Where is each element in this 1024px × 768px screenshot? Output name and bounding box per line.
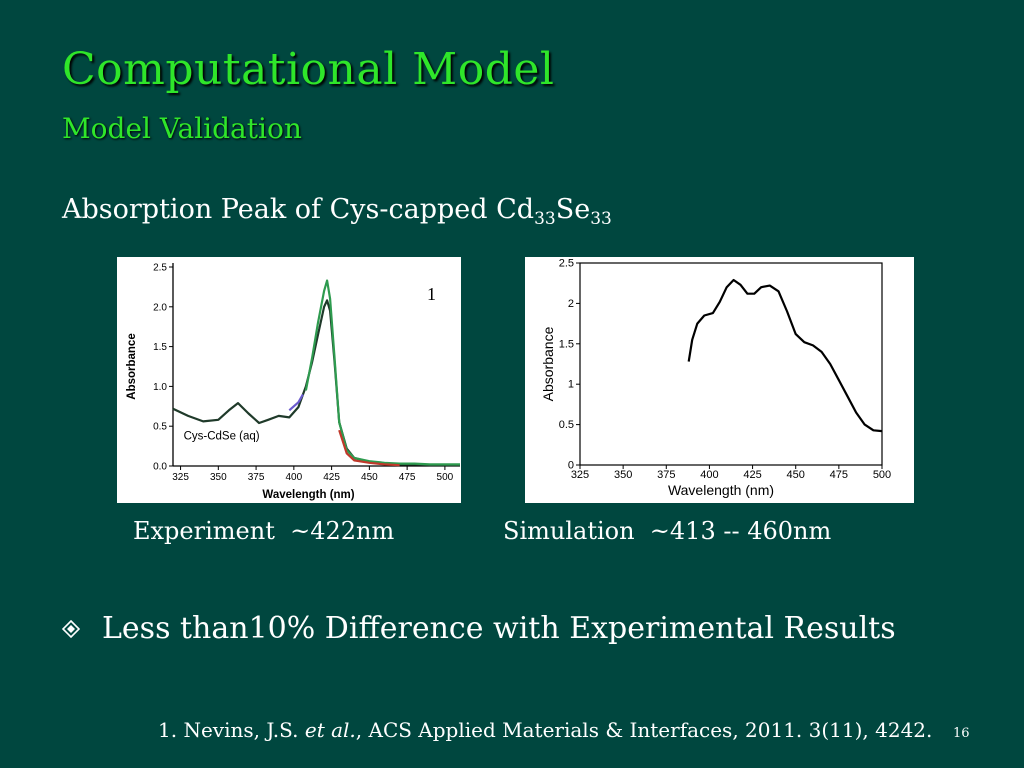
- section-heading: Absorption Peak of Cys-capped Cd33Se33: [62, 194, 612, 229]
- x-tick-label: 375: [657, 469, 675, 481]
- y-tick-label: 1.5: [153, 342, 167, 353]
- x-tick-label: 450: [787, 469, 805, 481]
- reference-text-2: , ACS Applied Materials & Interfaces, 20…: [355, 718, 933, 742]
- x-tick-label: 500: [437, 472, 454, 483]
- simulation-chart-svg: 325 350 375 400 425 450 475 500 0 0.5 1 1.5 2 2.5 Wave…: [540, 258, 891, 499]
- x-tick-label: 500: [873, 469, 891, 481]
- series-line-2: [338, 429, 400, 467]
- experiment-chart: 325 350 375 400 425 450 475 500 0.0 0.5 1.0 1.5 2.0 2…: [117, 257, 461, 503]
- x-tick-label: 375: [248, 472, 265, 483]
- y-axis-label: Absorbance: [540, 326, 556, 401]
- reference-citation: 1. Nevins, J.S. et al., ACS Applied Mate…: [158, 718, 932, 742]
- y-tick-label: 1: [568, 379, 574, 391]
- series-line-3: [288, 393, 304, 412]
- y-axis-label: Absorbance: [126, 333, 138, 399]
- x-tick-label: 350: [614, 469, 632, 481]
- slide-title: Computational Model: [62, 44, 555, 95]
- simulation-caption: Simulation ~413 -- 460nm: [503, 517, 832, 545]
- x-tick-label: 475: [399, 472, 416, 483]
- experiment-caption: Experiment ~422nm: [133, 517, 395, 545]
- heading-subscript-se: 33: [590, 209, 612, 229]
- y-tick-label: 0: [568, 460, 574, 472]
- reference-italic: et al.: [304, 718, 356, 742]
- plot-frame: [579, 262, 883, 466]
- series-line-0: [687, 278, 883, 433]
- x-tick-label: 325: [172, 472, 189, 483]
- x-tick-label: 350: [210, 472, 227, 483]
- x-tick-label: 425: [323, 472, 340, 483]
- heading-text: Absorption Peak of Cys-capped Cd: [62, 194, 535, 225]
- reference-text-1: 1. Nevins, J.S.: [158, 718, 305, 742]
- y-tick-label: 2.0: [153, 302, 167, 313]
- y-tick-label: 1.5: [559, 338, 574, 350]
- x-tick-label: 400: [700, 469, 718, 481]
- x-tick-label: 475: [830, 469, 848, 481]
- slide-subtitle: Model Validation: [62, 112, 302, 145]
- y-tick-label: 0.0: [153, 462, 167, 473]
- chart-corner-label: 1: [427, 284, 436, 304]
- y-tick-label: 1.0: [153, 382, 167, 393]
- x-tick-label: 325: [571, 469, 589, 481]
- bullet-text: Less than10% Difference with Experimenta…: [102, 611, 896, 646]
- y-tick-label: 0.5: [559, 419, 574, 431]
- x-tick-label: 425: [743, 469, 761, 481]
- diamond-bullet-icon: [62, 619, 80, 638]
- x-tick-label: 450: [361, 472, 378, 483]
- experiment-chart-svg: 325 350 375 400 425 450 475 500 0.0 0.5 1.0 1.5 2.0 2…: [126, 263, 460, 501]
- heading-text-se: Se: [555, 194, 591, 225]
- chart-annotation: Cys-CdSe (aq): [184, 431, 260, 443]
- y-tick-label: 0.5: [153, 422, 167, 433]
- bullet-item: Less than10% Difference with Experimenta…: [62, 611, 896, 646]
- x-axis-label: Wavelength (nm): [668, 482, 774, 498]
- page-number: 16: [953, 726, 970, 741]
- x-axis-label: Wavelength (nm): [262, 489, 354, 501]
- simulation-chart: 325 350 375 400 425 450 475 500 0 0.5 1 1.5 2 2.5 Wave…: [525, 257, 914, 503]
- heading-subscript-cd: 33: [534, 209, 556, 229]
- y-tick-label: 2: [568, 298, 574, 310]
- y-tick-label: 2.5: [559, 258, 574, 270]
- y-tick-label: 2.5: [153, 263, 167, 274]
- x-tick-label: 400: [285, 472, 302, 483]
